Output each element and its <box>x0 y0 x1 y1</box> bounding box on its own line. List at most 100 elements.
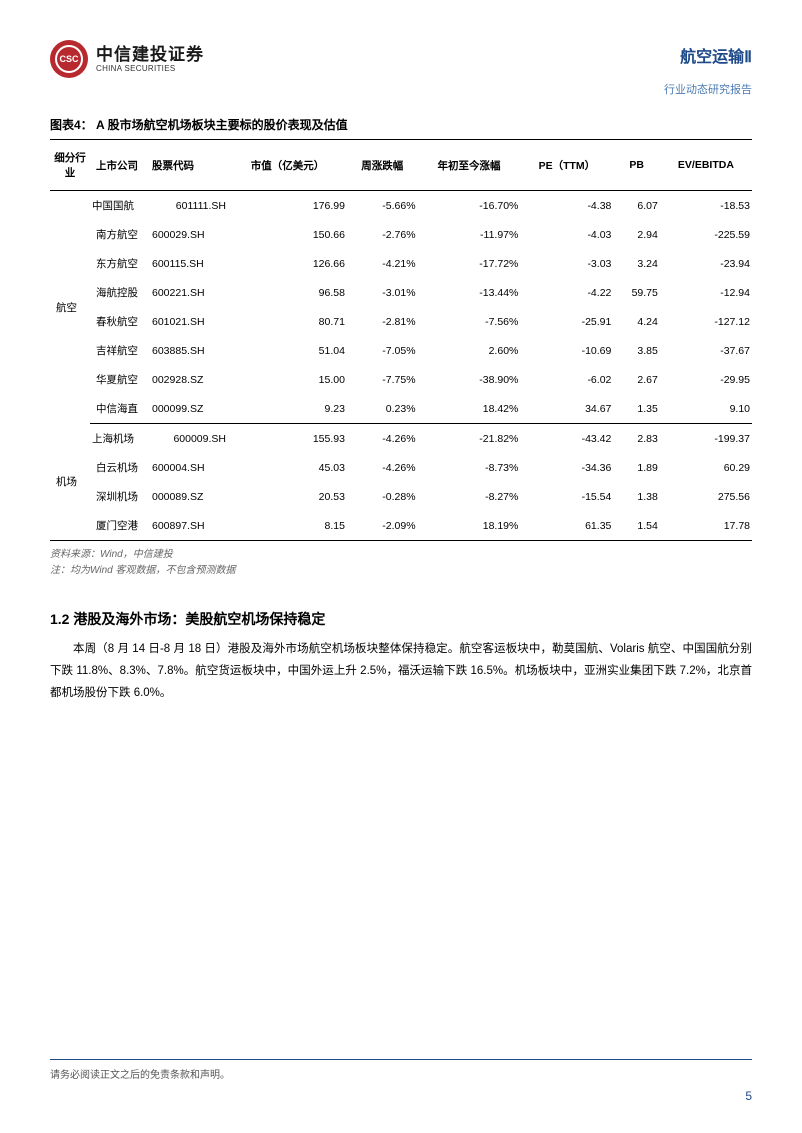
data-cell: -127.12 <box>660 307 752 336</box>
col-header: 年初至今涨幅 <box>418 140 521 191</box>
data-cell: 601111.SH <box>150 191 228 221</box>
data-cell: 60.29 <box>660 453 752 482</box>
data-cell: -199.37 <box>660 424 752 454</box>
stock-table: 细分行业上市公司股票代码市值（亿美元）周涨跌幅年初至今涨幅PE（TTM）PBEV… <box>50 139 752 541</box>
data-cell: -4.38 <box>520 191 613 221</box>
table-row: 深圳机场000089.SZ20.53-0.28%-8.27%-15.541.38… <box>50 482 752 511</box>
data-cell: 1.54 <box>613 511 659 541</box>
page-header: CSC 中信建投证券 CHINA SECURITIES 航空运输Ⅱ 行业动态研究… <box>0 0 802 90</box>
data-cell: 海航控股 <box>90 278 150 307</box>
data-cell: -23.94 <box>660 249 752 278</box>
data-cell: 中国国航 <box>90 191 150 221</box>
body-paragraph: 本周（8 月 14 日-8 月 18 日）港股及海外市场航空机场板块整体保持稳定… <box>50 639 752 705</box>
col-header: 市值（亿美元） <box>228 140 347 191</box>
data-cell: 17.78 <box>660 511 752 541</box>
data-cell: 1.35 <box>613 394 659 424</box>
data-cell: 80.71 <box>228 307 347 336</box>
data-cell: -7.75% <box>347 365 418 394</box>
company-logo: CSC 中信建投证券 CHINA SECURITIES <box>50 40 204 78</box>
page-number: 5 <box>50 1089 752 1103</box>
data-cell: 2.94 <box>613 220 659 249</box>
data-cell: 东方航空 <box>90 249 150 278</box>
data-cell: -34.36 <box>520 453 613 482</box>
data-cell: -2.09% <box>347 511 418 541</box>
data-cell: -10.69 <box>520 336 613 365</box>
data-cell: -2.81% <box>347 307 418 336</box>
logo-icon: CSC <box>50 40 88 78</box>
data-cell: 白云机场 <box>90 453 150 482</box>
data-cell: -25.91 <box>520 307 613 336</box>
data-cell: 2.60% <box>418 336 521 365</box>
data-cell: 601021.SH <box>150 307 228 336</box>
data-cell: 51.04 <box>228 336 347 365</box>
data-cell: -13.44% <box>418 278 521 307</box>
page-footer: 请务必阅读正文之后的免责条款和声明。 5 <box>50 1059 752 1103</box>
data-cell: 600897.SH <box>150 511 228 541</box>
data-cell: 8.15 <box>228 511 347 541</box>
data-cell: 厦门空港 <box>90 511 150 541</box>
data-cell: 华夏航空 <box>90 365 150 394</box>
data-cell: -43.42 <box>520 424 613 454</box>
data-cell: 96.58 <box>228 278 347 307</box>
col-header: 上市公司 <box>90 140 150 191</box>
data-cell: 150.66 <box>228 220 347 249</box>
col-header: 股票代码 <box>150 140 228 191</box>
data-cell: 275.56 <box>660 482 752 511</box>
data-cell: 000099.SZ <box>150 394 228 424</box>
data-cell: -8.73% <box>418 453 521 482</box>
col-header: 周涨跌幅 <box>347 140 418 191</box>
data-cell: 000089.SZ <box>150 482 228 511</box>
data-cell: 0.23% <box>347 394 418 424</box>
data-cell: 600029.SH <box>150 220 228 249</box>
data-cell: -15.54 <box>520 482 613 511</box>
source-line: 资料来源：Wind，中信建投 <box>50 547 752 563</box>
data-cell: 中信海直 <box>90 394 150 424</box>
table-row: 中信海直000099.SZ9.230.23%18.42%34.671.359.1… <box>50 394 752 424</box>
data-cell: 吉祥航空 <box>90 336 150 365</box>
col-header: PE（TTM） <box>520 140 613 191</box>
data-cell: -4.03 <box>520 220 613 249</box>
data-cell: 2.83 <box>613 424 659 454</box>
data-cell: -12.94 <box>660 278 752 307</box>
data-cell: -225.59 <box>660 220 752 249</box>
data-cell: -6.02 <box>520 365 613 394</box>
data-cell: 南方航空 <box>90 220 150 249</box>
group-cell: 航空 <box>50 191 90 424</box>
data-cell: 600221.SH <box>150 278 228 307</box>
data-cell: 深圳机场 <box>90 482 150 511</box>
data-cell: -11.97% <box>418 220 521 249</box>
data-cell: 3.85 <box>613 336 659 365</box>
data-cell: -2.76% <box>347 220 418 249</box>
table-row: 厦门空港600897.SH8.15-2.09%18.19%61.351.5417… <box>50 511 752 541</box>
figure-title: 图表4： A 股市场航空机场板块主要标的股价表现及估值 <box>50 116 752 133</box>
data-cell: 155.93 <box>228 424 347 454</box>
data-cell: -16.70% <box>418 191 521 221</box>
data-cell: -5.66% <box>347 191 418 221</box>
col-header: EV/EBITDA <box>660 140 752 191</box>
data-cell: -7.05% <box>347 336 418 365</box>
data-cell: -4.26% <box>347 453 418 482</box>
data-cell: 春秋航空 <box>90 307 150 336</box>
data-cell: 9.23 <box>228 394 347 424</box>
data-cell: 176.99 <box>228 191 347 221</box>
data-cell: 61.35 <box>520 511 613 541</box>
data-cell: 18.19% <box>418 511 521 541</box>
table-row: 航空中国国航601111.SH176.99-5.66%-16.70%-4.386… <box>50 191 752 221</box>
data-cell: -17.72% <box>418 249 521 278</box>
data-cell: 上海机场 <box>90 424 150 454</box>
table-source: 资料来源：Wind，中信建投 注：均为Wind 客观数据，不包含预测数据 <box>50 547 752 579</box>
table-row: 春秋航空601021.SH80.71-2.81%-7.56%-25.914.24… <box>50 307 752 336</box>
data-cell: -4.26% <box>347 424 418 454</box>
data-cell: -37.67 <box>660 336 752 365</box>
data-cell: 600004.SH <box>150 453 228 482</box>
col-header: PB <box>613 140 659 191</box>
data-cell: -4.22 <box>520 278 613 307</box>
source-note: 注：均为Wind 客观数据，不包含预测数据 <box>50 563 752 579</box>
data-cell: 126.66 <box>228 249 347 278</box>
data-cell: -29.95 <box>660 365 752 394</box>
data-cell: 3.24 <box>613 249 659 278</box>
data-cell: 59.75 <box>613 278 659 307</box>
data-cell: 34.67 <box>520 394 613 424</box>
data-cell: 600115.SH <box>150 249 228 278</box>
logo-text-en: CHINA SECURITIES <box>96 65 204 73</box>
